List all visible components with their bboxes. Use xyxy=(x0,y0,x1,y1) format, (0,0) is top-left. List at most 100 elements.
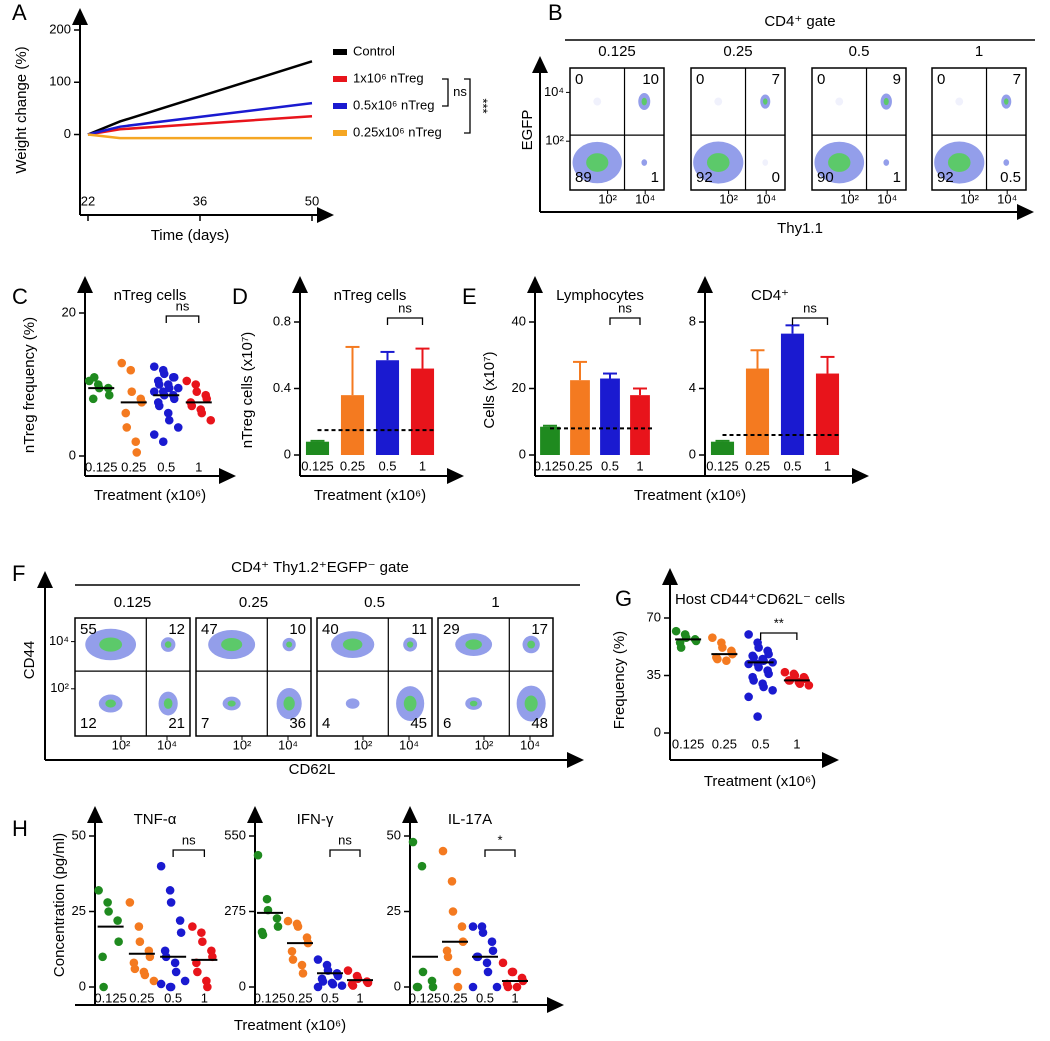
data-point xyxy=(130,964,140,974)
quadrant-label: 11 xyxy=(411,621,427,638)
x-tick-label: 10² xyxy=(233,737,252,752)
y-tick-label: 40 xyxy=(512,313,526,328)
data-point xyxy=(448,907,458,916)
y-tick-label: 0 xyxy=(394,978,401,993)
data-point xyxy=(198,937,207,946)
data-point xyxy=(671,626,681,636)
quadrant-label: 47 xyxy=(201,621,218,638)
quadrant-label: 0 xyxy=(937,71,945,88)
quadrant-label: 12 xyxy=(168,621,185,638)
data-point xyxy=(165,886,175,895)
y-tick-label: 550 xyxy=(224,827,246,842)
data-point xyxy=(749,676,758,685)
cell-cloud-core xyxy=(763,98,768,105)
legend-swatch xyxy=(333,103,347,109)
cell-cloud-core xyxy=(465,639,482,650)
data-point xyxy=(313,982,323,992)
significance-bracket xyxy=(759,632,798,640)
chart-title: CD4⁺ Thy1.2⁺EGFP⁻ gate xyxy=(231,559,409,576)
data-point xyxy=(722,656,731,666)
data-point xyxy=(197,408,207,418)
bar xyxy=(375,360,400,455)
x-tick-label: 0.25 xyxy=(121,459,146,474)
y-axis-label: Frequency (%) xyxy=(611,631,628,729)
y-tick-label: 25 xyxy=(387,903,401,918)
cell-cloud-core xyxy=(227,700,236,707)
data-point xyxy=(171,967,181,977)
cell-cloud-core xyxy=(706,153,730,173)
data-point xyxy=(154,401,164,411)
cell-cloud xyxy=(345,698,360,709)
column-label: 1 xyxy=(491,594,499,611)
x-axis-label: Treatment (x10⁶) xyxy=(234,1017,346,1034)
quadrant-label: 10 xyxy=(289,621,306,638)
data-point xyxy=(452,967,462,977)
y-tick-label: 50 xyxy=(72,827,86,842)
data-point xyxy=(468,922,478,931)
x-tick-label: 22 xyxy=(81,193,95,208)
significance-bracket xyxy=(484,849,516,857)
x-tick-label: 10² xyxy=(112,737,131,752)
data-point xyxy=(169,373,179,382)
bar xyxy=(600,378,620,455)
quadrant-label: 92 xyxy=(937,169,954,186)
y-tick-label: 0 xyxy=(284,446,291,461)
bar xyxy=(745,368,770,455)
significance-label: * xyxy=(497,832,502,847)
data-point xyxy=(293,922,303,931)
x-tick-label: 1 xyxy=(636,458,643,473)
data-point xyxy=(328,979,338,989)
y-axis-label: Weight change (%) xyxy=(13,46,30,173)
significance-label: ns xyxy=(338,832,352,847)
cell-cloud xyxy=(883,159,890,166)
axis-arrow xyxy=(852,468,869,484)
y-tick-label: 10⁴ xyxy=(49,633,69,648)
cell-cloud-core xyxy=(527,640,536,649)
significance-bracket xyxy=(172,849,206,857)
panel-letter: H xyxy=(12,816,28,841)
chart-title: CD4⁺ gate xyxy=(764,13,835,30)
x-tick-label: 10⁴ xyxy=(157,737,177,752)
data-point xyxy=(191,380,201,389)
data-point xyxy=(131,437,141,447)
data-point xyxy=(482,958,492,968)
data-point xyxy=(753,712,762,721)
data-point xyxy=(498,958,508,968)
cell-cloud-core xyxy=(469,700,478,707)
data-point xyxy=(140,970,150,980)
data-point xyxy=(273,922,283,931)
data-point xyxy=(337,981,347,990)
data-point xyxy=(104,907,113,916)
data-point xyxy=(182,376,192,386)
quadrant-label: 0 xyxy=(696,71,704,88)
x-axis-label: Time (days) xyxy=(151,227,230,244)
cell-cloud-core xyxy=(1004,98,1009,105)
significance-label: ns xyxy=(398,300,412,315)
panel-letter: F xyxy=(12,561,25,586)
data-point xyxy=(127,387,137,396)
data-point xyxy=(135,937,145,946)
data-point xyxy=(99,982,108,992)
data-point xyxy=(173,423,183,432)
bar xyxy=(410,368,435,455)
y-axis-label: Cells (x10⁷) xyxy=(481,351,498,428)
quadrant-label: 55 xyxy=(80,621,97,638)
data-point xyxy=(453,982,463,992)
data-point xyxy=(443,952,453,962)
cell-cloud-core xyxy=(883,97,889,106)
data-point xyxy=(188,922,197,931)
column-label: 0.25 xyxy=(239,594,268,611)
data-point xyxy=(149,976,159,986)
cell-cloud-core xyxy=(105,699,116,708)
quadrant-label: 21 xyxy=(168,715,185,732)
column-label: 0.5 xyxy=(364,594,385,611)
data-point xyxy=(298,968,308,978)
data-point xyxy=(203,982,212,992)
cell-cloud-core xyxy=(99,637,123,652)
significance-label: ns xyxy=(182,832,196,847)
data-point xyxy=(149,387,159,396)
x-axis-label: Treatment (x10⁶) xyxy=(314,487,426,504)
data-point xyxy=(508,967,518,977)
x-axis-label: Treatment (x10⁶) xyxy=(94,487,206,504)
x-tick-label: 0.25 xyxy=(287,990,312,1005)
